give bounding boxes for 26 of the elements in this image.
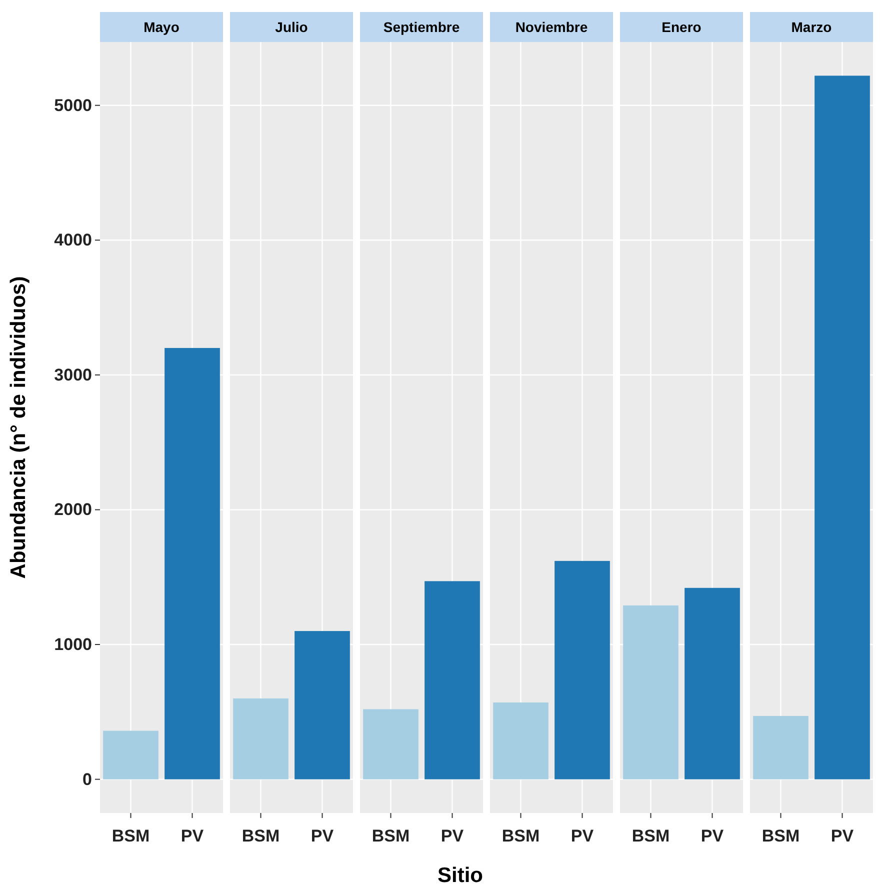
y-tick-label: 2000 xyxy=(54,500,92,520)
y-tick-label: 0 xyxy=(82,770,92,789)
y-axis-title: Abundancia (n° de individuos) xyxy=(7,276,30,579)
x-tick-label: PV xyxy=(570,826,594,846)
chart-title: Enero xyxy=(662,19,702,35)
y-tick-label: 5000 xyxy=(54,96,92,115)
x-tick-label: PV xyxy=(440,826,464,846)
x-tick-label: BSM xyxy=(762,826,800,846)
x-tick-label: BSM xyxy=(502,826,540,846)
x-tick-label: BSM xyxy=(112,826,150,846)
x-tick-label: PV xyxy=(310,826,334,846)
y-tick-label: 4000 xyxy=(54,230,92,250)
chart-title: Mayo xyxy=(144,19,180,35)
x-tick-label: PV xyxy=(700,826,724,846)
chart-title: Noviembre xyxy=(515,19,588,35)
x-tick-label: BSM xyxy=(632,826,670,846)
chart-title: Septiembre xyxy=(383,19,460,35)
y-tick-label: 1000 xyxy=(54,634,92,654)
chart-title: Julio xyxy=(275,19,308,35)
y-tick-label: 3000 xyxy=(54,365,92,384)
x-tick-label: PV xyxy=(180,826,204,846)
x-axis-title: Sitio xyxy=(438,864,483,887)
x-tick-label: BSM xyxy=(372,826,410,846)
x-tick-label: BSM xyxy=(242,826,280,846)
x-tick-label: PV xyxy=(830,826,854,846)
chart-title: Marzo xyxy=(791,19,832,35)
